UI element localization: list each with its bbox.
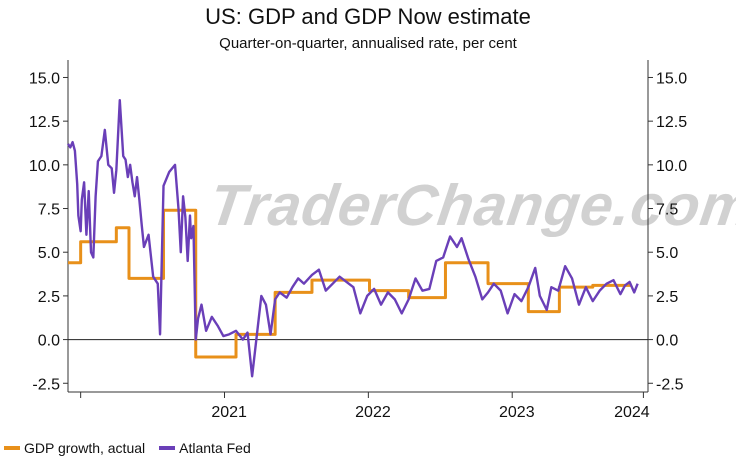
y-tick-label-left: 10.0 [29, 158, 60, 175]
y-tick-label-right: 15.0 [656, 70, 687, 87]
y-tick-label-right: 2.5 [656, 289, 678, 306]
legend-item-atlanta-fed: Atlanta Fed [159, 440, 251, 456]
y-tick-label-right: -2.5 [656, 376, 684, 393]
y-tick-label-left: -2.5 [32, 376, 60, 393]
y-tick-label-right: 7.5 [656, 202, 678, 219]
legend-swatch-actual [4, 446, 20, 450]
x-tick-label: 2021 [211, 404, 247, 421]
x-tick-label: 2024 [614, 404, 650, 421]
y-tick-label-right: 12.5 [656, 114, 687, 131]
axes: -2.5 -2.5 0.0 0.0 2.5 2.5 5.0 5.0 7.5 7.5 10.0 10.0… [29, 60, 687, 421]
y-tick-label-left: 12.5 [29, 114, 60, 131]
chart-title: US: GDP and GDP Now estimate [205, 4, 531, 29]
series-line-gdp-actual [68, 208, 632, 359]
y-tick-label-right: 10.0 [656, 158, 687, 175]
y-tick-label-left: 0.0 [38, 333, 60, 350]
series-lines [66, 98, 639, 378]
legend: GDP growth, actual Atlanta Fed [4, 440, 265, 456]
legend-swatch-atlanta-fed [159, 446, 176, 450]
x-tick-label: 2022 [355, 404, 391, 421]
legend-item-actual: GDP growth, actual [4, 440, 145, 456]
y-tick-label-left: 5.0 [38, 245, 60, 262]
y-tick-label-right: 5.0 [656, 245, 678, 262]
series-line-atlanta-fed [66, 98, 639, 378]
x-tick-label: 2023 [499, 404, 535, 421]
y-tick-label-right: 0.0 [656, 333, 678, 350]
legend-label-atlanta-fed: Atlanta Fed [179, 440, 251, 456]
chart-svg: -2.5 -2.5 0.0 0.0 2.5 2.5 5.0 5.0 7.5 7.5 10.0 10.0… [29, 60, 687, 421]
y-tick-label-left: 7.5 [38, 202, 60, 219]
legend-label-actual: GDP growth, actual [24, 440, 146, 456]
y-tick-label-left: 2.5 [38, 289, 60, 306]
y-tick-label-left: 15.0 [29, 70, 60, 87]
chart-subtitle: Quarter-on-quarter, annualised rate, per… [219, 35, 517, 52]
